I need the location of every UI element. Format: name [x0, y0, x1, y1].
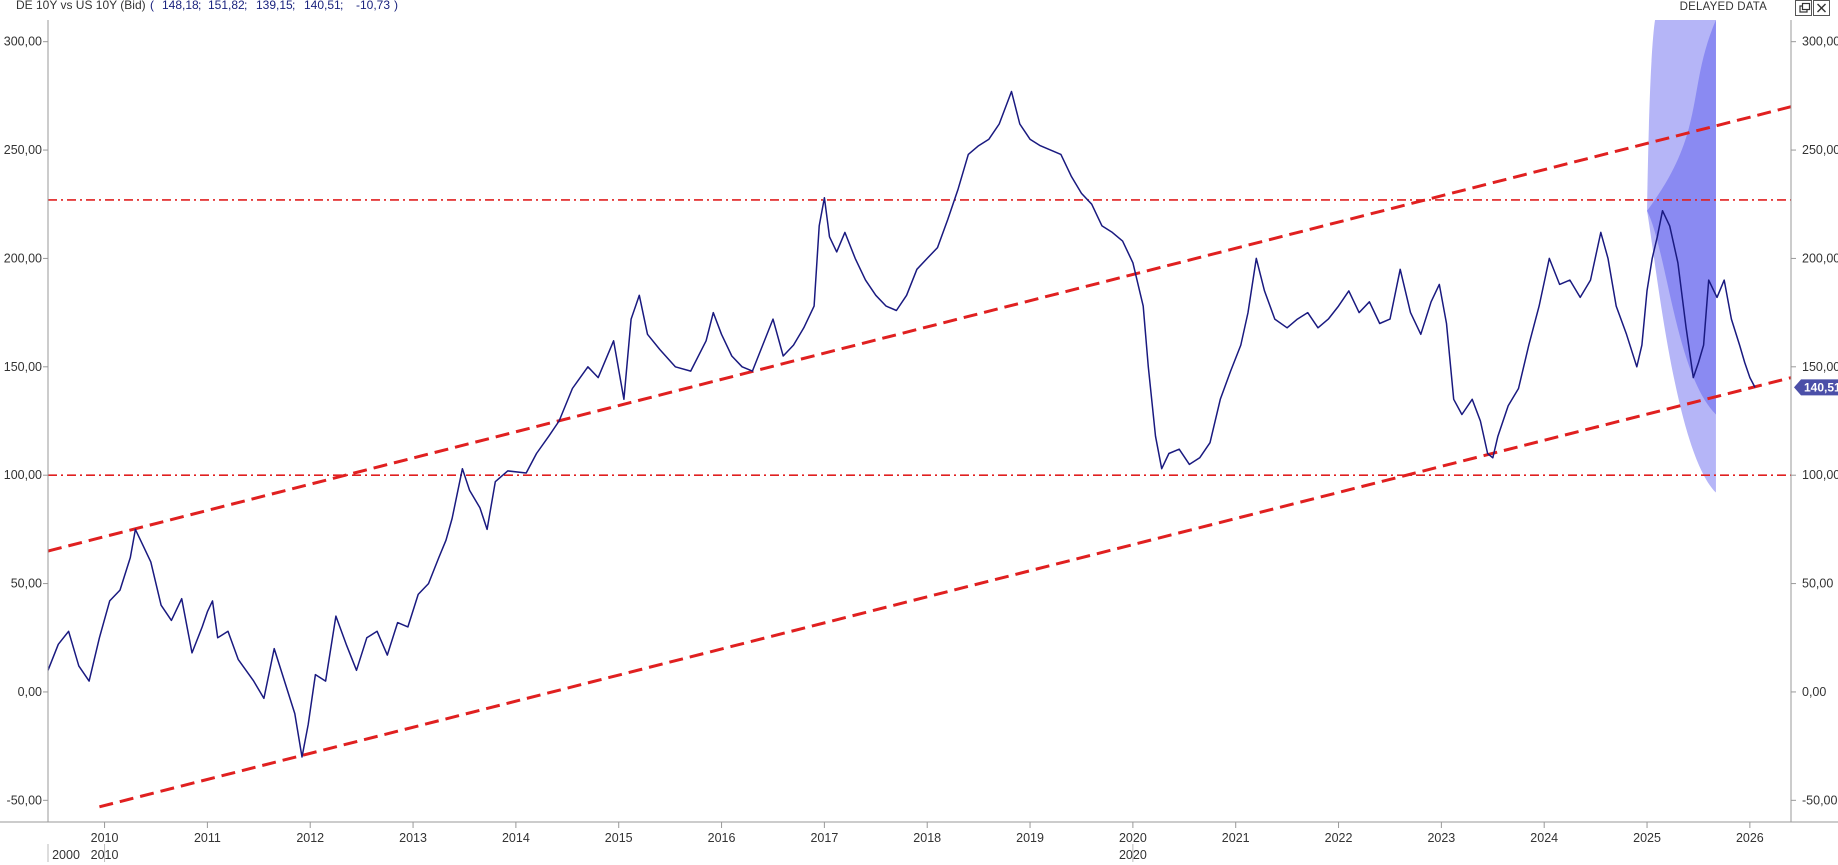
close-icon — [1817, 3, 1826, 13]
y-tick-label-right: 100,00 — [1802, 468, 1838, 482]
header-close-paren: ) — [394, 0, 398, 12]
delayed-data-label: DELAYED DATA — [1680, 1, 1768, 13]
x-tick-label: 2012 — [296, 831, 324, 845]
x-tick-label: 2015 — [605, 831, 633, 845]
x-tick-label: 2025 — [1633, 831, 1661, 845]
y-tick-label-left: 50,00 — [11, 577, 42, 591]
restore-icon — [1799, 2, 1811, 13]
x-tick-label: 2018 — [913, 831, 941, 845]
header-value-3: 139,15 — [256, 0, 293, 12]
x-axis: 2010 2011 2012 2013 2014 2015 2016 2017 2018 2019… — [47, 822, 1764, 862]
forecast-cone-inner — [1647, 20, 1716, 415]
x-tick-label: 2011 — [194, 831, 221, 845]
x-tick-label: 2010 — [91, 831, 119, 845]
header-sep-3: ; — [292, 0, 295, 12]
x-tick-label: 2021 — [1222, 831, 1250, 845]
x-tick-label: 2023 — [1427, 831, 1455, 845]
header-values: ( 148,18 ; 151,82 ; 139,15 ; 140,51 ; -1… — [150, 0, 398, 12]
y-tick-label-right: 300,00 — [1802, 35, 1838, 49]
y-tick-label-left: 300,00 — [4, 35, 42, 49]
header-value-2: 151,82 — [208, 0, 245, 12]
header-value-1: 148,18 — [162, 0, 199, 12]
last-value-tag: 140,51 — [1794, 379, 1838, 396]
y-tick-label-right: -50,00 — [1802, 793, 1837, 807]
header-sep-4: ; — [340, 0, 343, 12]
y-axis-right: -50,00 0,00 50,00 100,00 150,00 200,00 250,00 3… — [1791, 35, 1838, 807]
header-open-paren: ( — [150, 0, 154, 12]
x-tick-label: 2013 — [399, 831, 427, 845]
price-series-line — [47, 90, 1756, 758]
x-major-label: 2020 — [1119, 848, 1147, 862]
header-sep-1: ; — [198, 0, 201, 12]
x-tick-label: 2016 — [708, 831, 736, 845]
axes — [0, 20, 1838, 823]
y-tick-label-left: 200,00 — [4, 251, 42, 265]
forecast-cone — [1647, 20, 1716, 493]
y-tick-label-right: 50,00 — [1802, 577, 1833, 591]
y-tick-label-left: 150,00 — [4, 360, 42, 374]
y-axis-left: -50,00 0,00 50,00 100,00 150,00 200,00 250,00 3… — [4, 35, 48, 807]
x-tick-label: 2024 — [1530, 831, 1558, 845]
horizontal-levels — [48, 199, 1791, 476]
y-tick-label-right: 250,00 — [1802, 143, 1838, 157]
y-tick-label-right: 150,00 — [1802, 360, 1838, 374]
y-tick-label-right: 200,00 — [1802, 251, 1838, 265]
header-value-5: -10,73 — [356, 0, 390, 12]
header-sep-2: ; — [244, 0, 247, 12]
restore-button[interactable] — [1795, 0, 1812, 16]
trend-channel — [47, 105, 1792, 809]
x-tick-label: 2019 — [1016, 831, 1044, 845]
header-value-4: 140,51 — [304, 0, 341, 12]
x-tick-label: 2026 — [1736, 831, 1764, 845]
y-tick-label-left: 0,00 — [18, 685, 42, 699]
y-tick-label-left: 100,00 — [4, 468, 42, 482]
y-tick-label-left: 250,00 — [4, 143, 42, 157]
x-tick-label: 2014 — [502, 831, 530, 845]
x-tick-label: 2017 — [810, 831, 838, 845]
last-value-label: 140,51 — [1804, 380, 1838, 394]
chart-title: DE 10Y vs US 10Y (Bid) — [16, 0, 146, 12]
y-tick-label-left: -50,00 — [7, 793, 42, 807]
y-tick-label-right: 0,00 — [1802, 685, 1826, 699]
x-tick-label: 2022 — [1325, 831, 1353, 845]
x-tick-label: 2020 — [1119, 831, 1147, 845]
price-series — [47, 90, 1756, 758]
trend-line-upper — [47, 105, 1792, 553]
trend-line-lower — [99, 376, 1792, 809]
close-button[interactable] — [1813, 0, 1830, 16]
x-major-label: 2000 — [52, 848, 80, 862]
x-major-label: 2010 — [91, 848, 119, 862]
